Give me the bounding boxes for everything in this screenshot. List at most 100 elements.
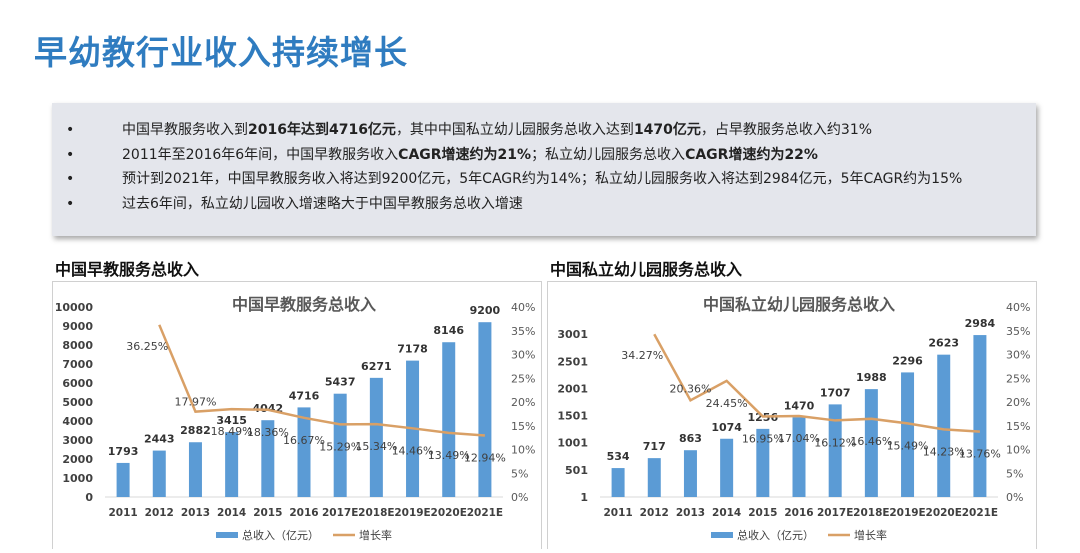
right-tick-label: 5% [1006,467,1023,480]
growth-rate-label: 15.34% [355,440,397,453]
growth-rate-label: 13.76% [959,448,1001,461]
left-tick-label: 501 [565,464,588,477]
x-tick-label: 2017E [817,507,853,519]
x-tick-label: 2019E [889,507,925,519]
x-tick-label: 2020E [431,507,467,519]
bold-text: 1470亿元 [633,122,701,138]
left-tick-label: 5000 [62,396,93,409]
bar-value-label: 9200 [470,304,501,317]
legend-bar-label: 总收入（亿元） [242,528,319,542]
growth-rate-label: 34.27% [621,349,663,362]
right-tick-label: 0% [1006,491,1023,504]
bar-value-label: 2296 [892,354,923,367]
bar [937,354,951,497]
right-tick-label: 35% [511,325,535,338]
growth-rate-label: 16.12% [814,436,856,449]
bar-value-label: 3415 [216,414,247,427]
bold-text: CAGR增速约为22% [685,146,818,163]
left-tick-label: 1001 [557,437,588,450]
growth-rate-line [653,333,980,433]
bold-text: CAGR增速约为21% [398,146,532,163]
chart-title: 中国早教服务总收入 [232,295,376,314]
right-tick-label: 40% [511,301,535,314]
bar-value-label: 5437 [325,376,356,389]
x-tick-label: 2014 [217,507,246,519]
right-tick-label: 20% [1006,396,1030,409]
bar [901,372,915,497]
growth-rate-label: 17.04% [778,432,820,445]
left-tick-label: 3001 [557,328,588,341]
x-tick-label: 2016 [784,507,813,519]
bar-value-label: 2882 [180,424,211,437]
growth-rate-label: 15.29% [319,440,361,453]
left-tick-label: 2001 [557,382,588,395]
growth-rate-label: 17.97% [174,396,216,409]
right-tick-label: 40% [1006,301,1030,314]
bar [828,404,842,497]
growth-rate-label: 13.49% [428,449,470,462]
left-tick-label: 7000 [62,358,93,371]
bar-value-label: 7178 [397,343,428,356]
bar [152,450,166,497]
bar [647,458,661,497]
legend-bar-swatch [216,532,238,538]
bar-value-label: 8146 [433,324,464,337]
x-tick-label: 2012 [145,507,174,519]
bar [297,407,311,497]
x-tick-label: 2021E [962,507,998,519]
left-tick-label: 4000 [62,415,93,428]
x-tick-label: 2015 [253,507,282,519]
bullet-item: 2011年至2016年6年间，中国早教服务收入CAGR增速约为21%；私立幼儿园… [66,143,1036,168]
right-tick-label: 15% [511,420,535,433]
bar [333,393,347,497]
left-tick-label: 1 [580,491,588,504]
x-tick-label: 2017E [322,507,358,519]
bar-value-label: 1793 [108,445,139,458]
growth-rate-label: 15.49% [887,439,929,452]
x-tick-label: 2019E [394,507,430,519]
bar [611,468,625,497]
page-title: 早幼教行业收入持续增长 [34,33,408,72]
growth-rate-label: 18.36% [247,426,289,439]
legend-bar-swatch [711,532,733,538]
text: ，其中中国私立幼儿园服务总收入达到 [395,122,634,138]
bar [261,420,275,497]
x-tick-label: 2012 [640,507,669,519]
bar-value-label: 1470 [784,399,815,412]
x-tick-label: 2018E [853,507,889,519]
left-tick-label: 2501 [557,355,588,368]
bar [756,428,770,497]
right-tick-label: 25% [511,372,535,385]
x-tick-label: 2021E [467,507,503,519]
growth-rate-label: 16.95% [742,432,784,445]
x-tick-label: 2011 [603,507,632,519]
legend-line-label: 增长率 [359,528,392,542]
bar-value-label: 4716 [289,389,320,402]
bar [116,462,130,497]
early-education-revenue-chart: 中国早教服务总收入 0 1000 2000 3000 4000 5000 6000 7000 80… [52,281,542,549]
text: ，占早教服务总收入约31% [700,122,873,138]
chart-svg: 中国私立幼儿园服务总收入1501100115012001250130010%5%… [557,295,1030,542]
right-tick-label: 20% [511,396,535,409]
summary-box: 中国早教服务收入到2016年达到4716亿元，其中中国私立幼儿园服务总收入达到1… [52,103,1036,236]
x-tick-label: 2015 [748,507,777,519]
private-kindergarten-revenue-chart: 中国私立幼儿园服务总收入 1 501 1001 1501 2001 2501 3001 0% 5%… [547,281,1037,549]
summary-list: 中国早教服务收入到2016年达到4716亿元，其中中国私立幼儿园服务总收入达到1… [52,103,1036,216]
right-tick-label: 0% [511,491,528,504]
bold-text: 2016年达到4716亿元 [248,122,396,138]
left-tick-label: 1501 [557,410,588,423]
left-tick-label: 9000 [62,320,93,333]
growth-rate-label: 12.94% [464,452,506,465]
left-tick-label: 6000 [62,377,93,390]
x-tick-label: 2020E [926,507,962,519]
bar-value-label: 1707 [820,386,851,399]
bar-value-label: 1988 [856,371,887,384]
text: ；私立幼儿园服务总收入 [531,146,686,163]
left-tick-label: 0 [85,491,93,504]
right-tick-label: 15% [1006,420,1030,433]
x-tick-label: 2011 [108,507,137,519]
bar-value-label: 2623 [928,337,959,350]
bar [720,438,734,497]
left-tick-label: 2000 [62,453,93,466]
x-tick-label: 2016 [289,507,318,519]
